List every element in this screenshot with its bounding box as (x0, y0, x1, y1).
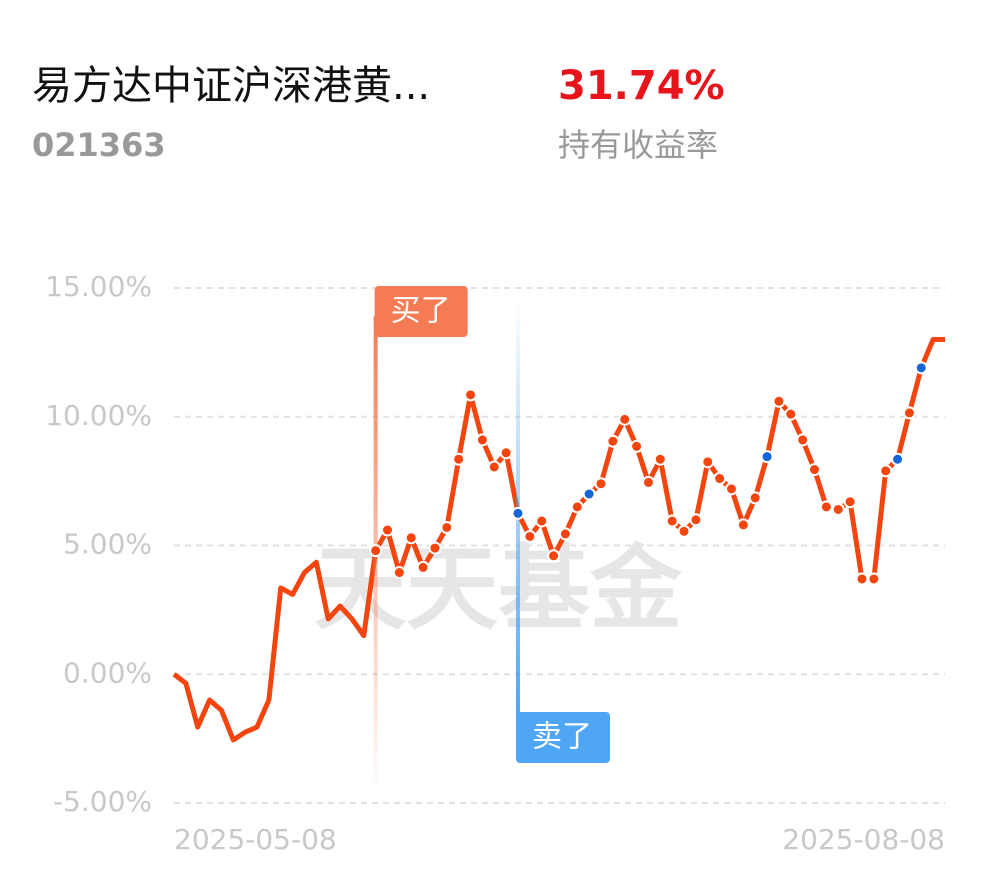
annotation-box (374, 286, 468, 337)
fund-name: 易方达中证沪深港黄... (32, 63, 430, 109)
fund-code: 021363 (32, 126, 166, 164)
point (416, 560, 430, 574)
point (891, 452, 905, 466)
point (808, 463, 822, 477)
point (452, 452, 466, 466)
x-tick-label: 2025-08-08 (782, 823, 945, 856)
point (381, 523, 395, 537)
point (475, 433, 489, 447)
point (630, 439, 644, 453)
point (653, 452, 667, 466)
annotation-label: 买了 (391, 294, 451, 329)
point (535, 514, 549, 528)
point (867, 572, 881, 586)
point (902, 406, 916, 420)
point (819, 500, 833, 514)
point (547, 549, 561, 563)
point (606, 434, 620, 448)
point (879, 464, 893, 478)
point (701, 455, 715, 469)
point (772, 394, 786, 408)
point (677, 524, 691, 538)
y-tick-label: 0.00% (63, 656, 152, 689)
point (392, 566, 406, 580)
point (748, 491, 762, 505)
point (831, 502, 845, 516)
point (464, 388, 478, 402)
y-tick-label: -5.00% (53, 785, 152, 818)
point (665, 514, 679, 528)
point (784, 407, 798, 421)
point (796, 433, 810, 447)
point (736, 518, 750, 532)
point (487, 460, 501, 474)
point (558, 527, 572, 541)
point (404, 531, 418, 545)
point (511, 506, 525, 520)
point (428, 541, 442, 555)
point (760, 450, 774, 464)
return-value: 31.74% (558, 63, 725, 109)
y-tick-label: 5.00% (63, 528, 152, 561)
x-tick-label: 2025-05-08 (174, 823, 337, 856)
point (689, 513, 703, 527)
y-tick-label: 15.00% (45, 270, 152, 303)
point (369, 544, 383, 558)
return-label: 持有收益率 (558, 126, 718, 164)
point (724, 482, 738, 496)
annotation-box (515, 712, 610, 763)
point (618, 412, 632, 426)
point (582, 487, 596, 501)
point (855, 572, 869, 586)
point (641, 475, 655, 489)
point (440, 520, 454, 534)
annotation-label: 卖了 (532, 720, 592, 755)
point (499, 446, 513, 460)
point (594, 477, 608, 491)
point (843, 495, 857, 509)
line (172, 337, 945, 743)
point (523, 529, 537, 543)
point (914, 361, 928, 375)
point (713, 472, 727, 486)
y-tick-label: 10.00% (45, 399, 152, 432)
point (570, 500, 584, 514)
